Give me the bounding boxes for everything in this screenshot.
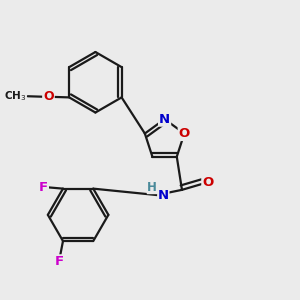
Text: CH$_3$: CH$_3$ — [4, 89, 26, 103]
Text: O: O — [43, 90, 54, 103]
Text: N: N — [159, 113, 170, 126]
Text: F: F — [55, 255, 64, 268]
Text: F: F — [39, 181, 48, 194]
Text: O: O — [179, 127, 190, 140]
Text: N: N — [158, 189, 169, 202]
Text: H: H — [147, 181, 157, 194]
Text: O: O — [202, 176, 214, 189]
